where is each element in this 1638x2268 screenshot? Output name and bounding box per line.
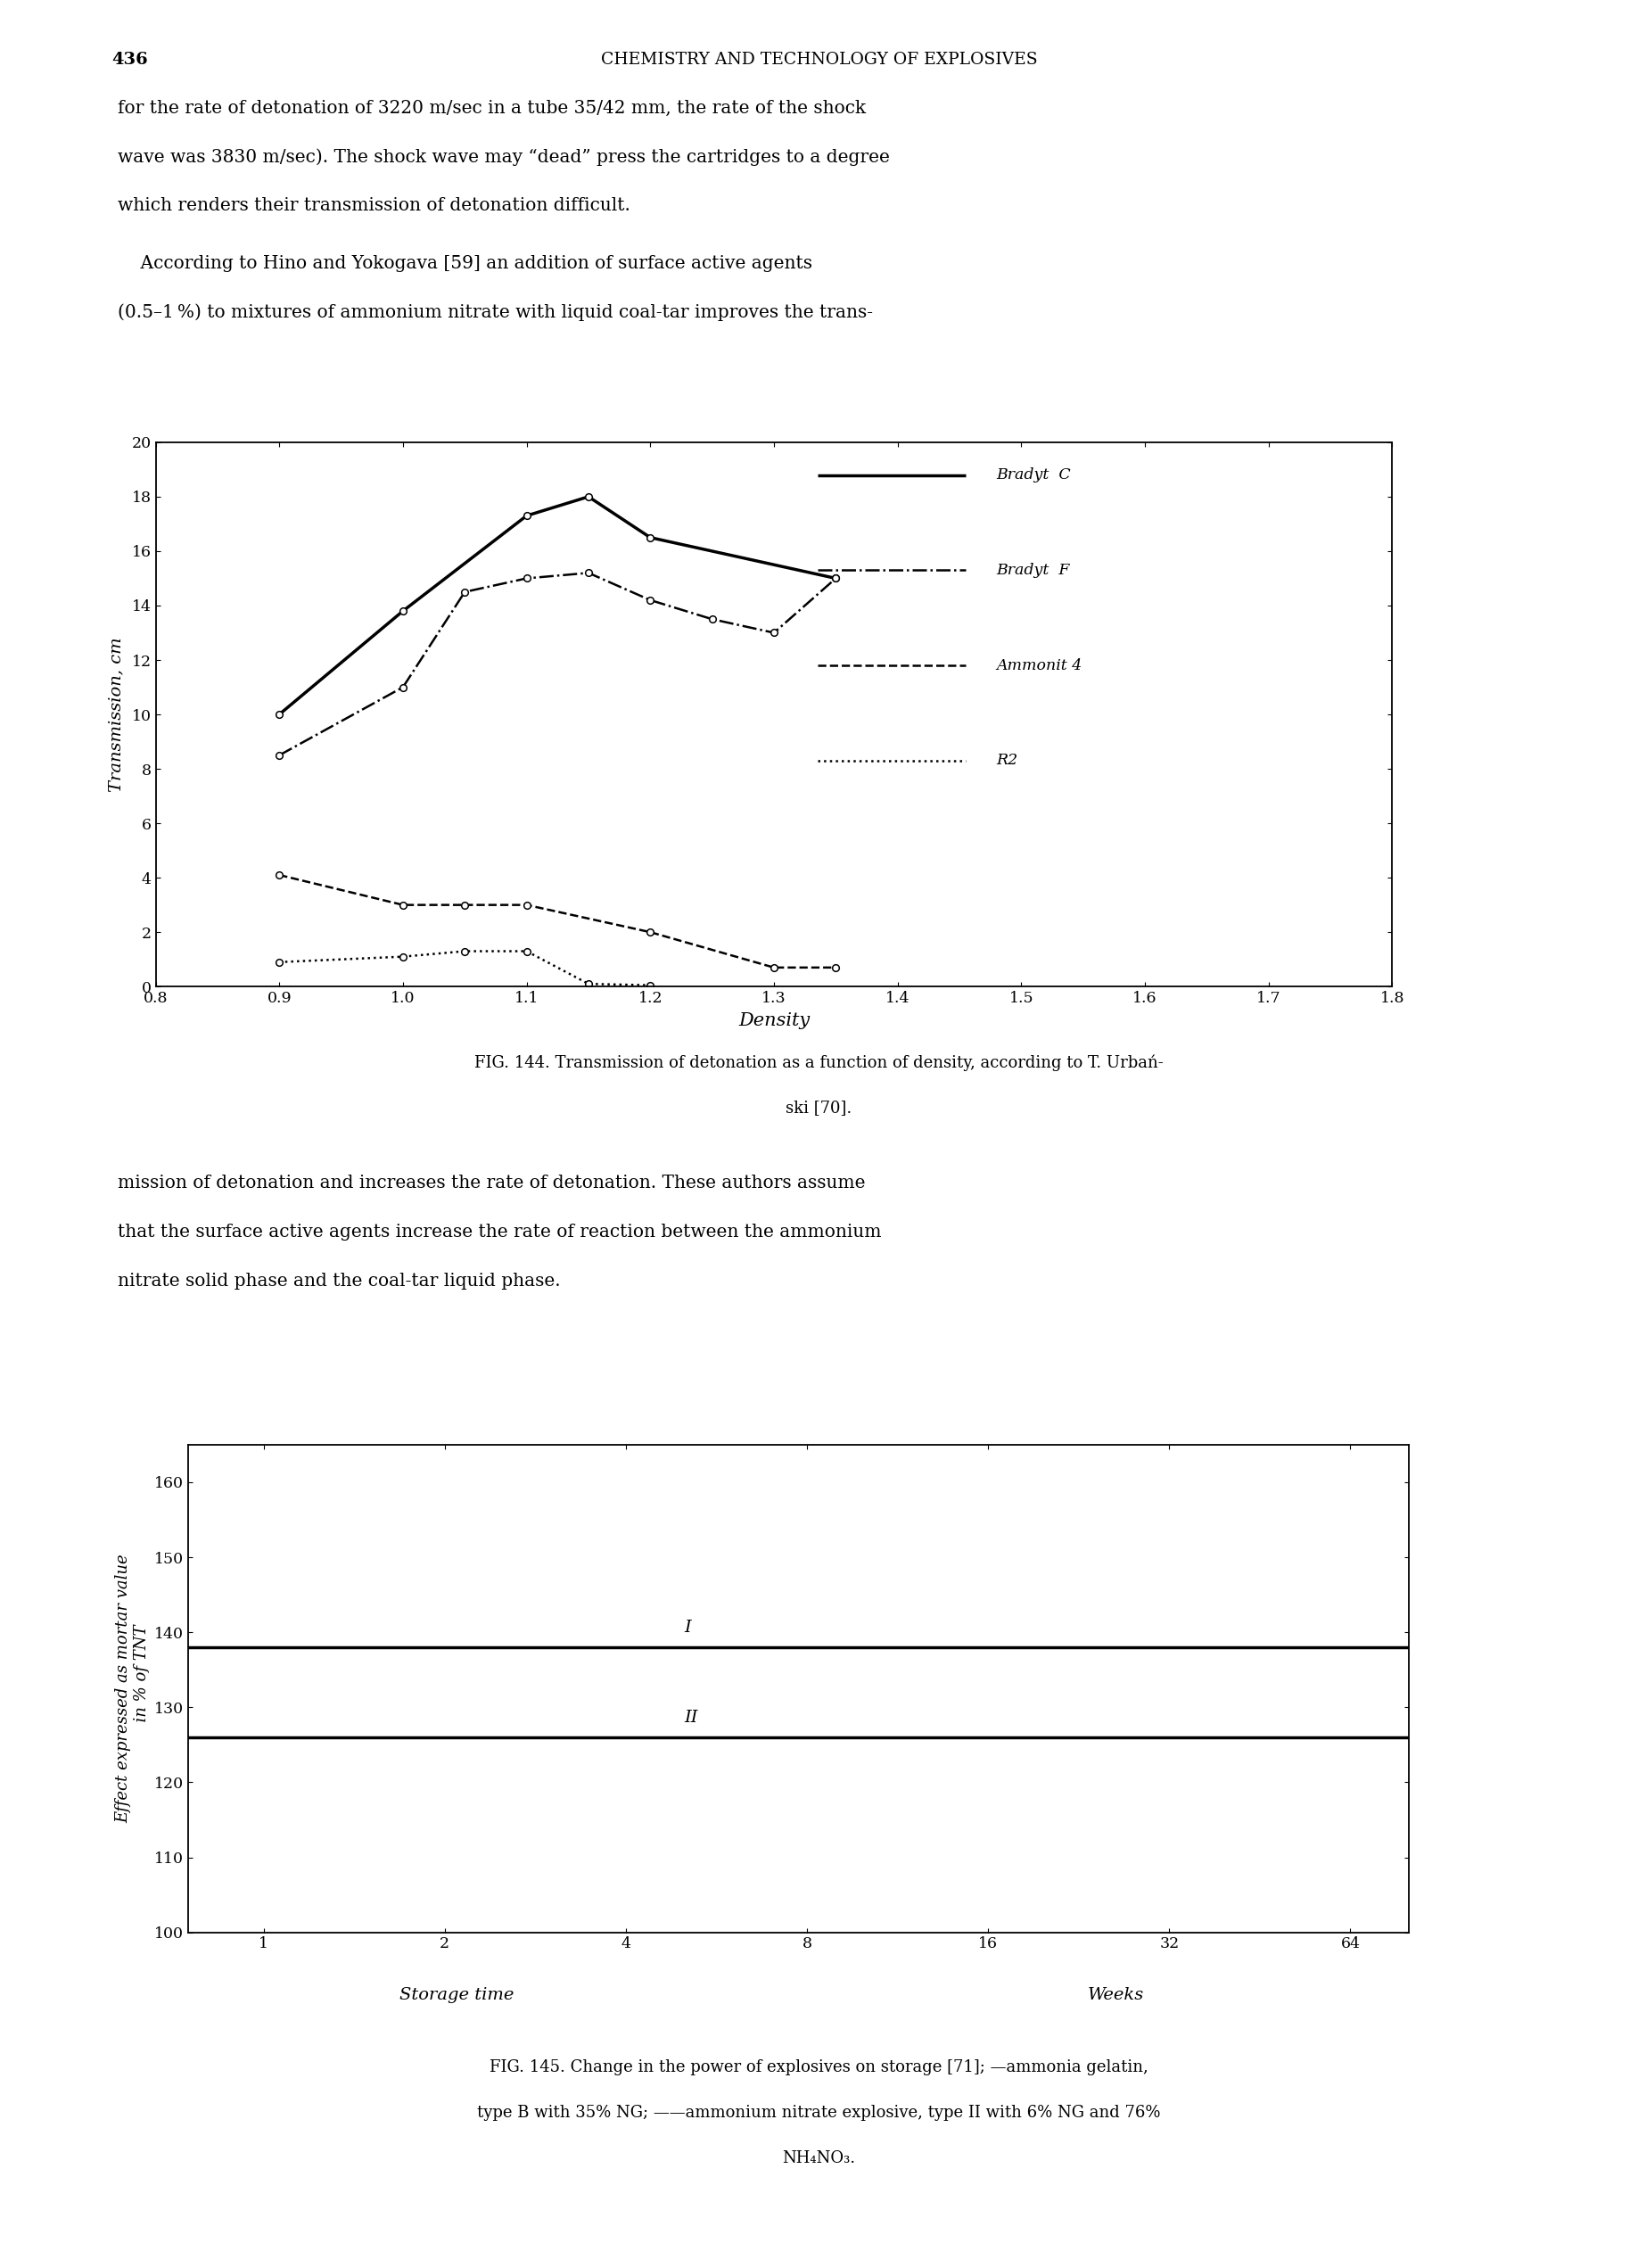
Text: which renders their transmission of detonation difficult.: which renders their transmission of deto… bbox=[118, 197, 631, 213]
X-axis label: Density: Density bbox=[739, 1012, 809, 1030]
Text: I: I bbox=[685, 1619, 691, 1635]
Text: II: II bbox=[685, 1710, 698, 1726]
Text: 436: 436 bbox=[111, 52, 147, 68]
Text: that the surface active agents increase the rate of reaction between the ammoniu: that the surface active agents increase … bbox=[118, 1225, 881, 1241]
Text: nitrate solid phase and the coal-tar liquid phase.: nitrate solid phase and the coal-tar liq… bbox=[118, 1272, 560, 1288]
Text: mission of detonation and increases the rate of detonation. These authors assume: mission of detonation and increases the … bbox=[118, 1175, 865, 1191]
Y-axis label: Effect expressed as mortar value
      in % of TNT: Effect expressed as mortar value in % of… bbox=[115, 1554, 149, 1823]
Text: Weeks: Weeks bbox=[1088, 1987, 1143, 2003]
Text: ski [70].: ski [70]. bbox=[786, 1100, 852, 1116]
Text: FIG. 144. Transmission of detonation as a function of density, according to T. U: FIG. 144. Transmission of detonation as … bbox=[475, 1055, 1163, 1070]
Text: NH₄NO₃.: NH₄NO₃. bbox=[783, 2150, 855, 2166]
Y-axis label: Transmission, cm: Transmission, cm bbox=[108, 637, 124, 792]
Text: Ammonit 4: Ammonit 4 bbox=[996, 658, 1083, 674]
Text: According to Hino and Yokogava [59] an addition of surface active agents: According to Hino and Yokogava [59] an a… bbox=[118, 254, 812, 272]
Text: R2: R2 bbox=[996, 753, 1019, 769]
Text: FIG. 145. Change in the power of explosives on storage [71]; —ammonia gelatin,: FIG. 145. Change in the power of explosi… bbox=[490, 2059, 1148, 2075]
Text: Storage time: Storage time bbox=[400, 1987, 514, 2003]
Text: (0.5–1 %) to mixtures of ammonium nitrate with liquid coal-tar improves the tran: (0.5–1 %) to mixtures of ammonium nitrat… bbox=[118, 304, 873, 322]
Text: wave was 3830 m/sec). The shock wave may “dead” press the cartridges to a degree: wave was 3830 m/sec). The shock wave may… bbox=[118, 150, 889, 166]
Text: Bradyt  C: Bradyt C bbox=[996, 467, 1071, 483]
Text: for the rate of detonation of 3220 m/sec in a tube 35/42 mm, the rate of the sho: for the rate of detonation of 3220 m/sec… bbox=[118, 100, 867, 116]
Text: Bradyt  F: Bradyt F bbox=[996, 562, 1070, 578]
Text: CHEMISTRY AND TECHNOLOGY OF EXPLOSIVES: CHEMISTRY AND TECHNOLOGY OF EXPLOSIVES bbox=[601, 52, 1037, 68]
Text: type B with 35% NG; ——ammonium nitrate explosive, type II with 6% NG and 76%: type B with 35% NG; ——ammonium nitrate e… bbox=[477, 2105, 1161, 2121]
